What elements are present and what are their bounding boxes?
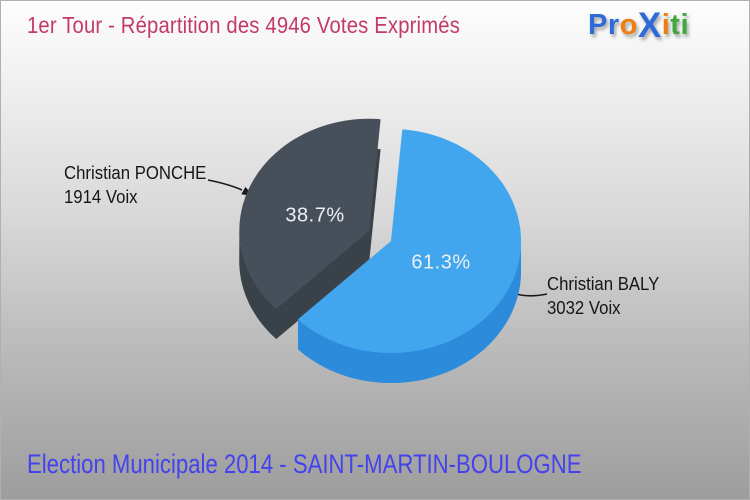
logo-letter: t [670, 9, 681, 41]
label-ponche-name: Christian PONCHE [64, 163, 207, 183]
label-baly: Christian BALY 3032 Voix [547, 272, 659, 320]
logo-letter: P [588, 9, 608, 41]
pie-slice-face [298, 129, 521, 353]
chart-title: 1er Tour - Répartition des 4946 Votes Ex… [27, 12, 461, 38]
pct-label-baly: 61.3% [411, 251, 471, 274]
logo-letter: X [637, 6, 662, 45]
pie-slices [239, 118, 521, 383]
logo-letter: i [661, 9, 671, 41]
label-ponche: Christian PONCHE 1914 Voix [64, 161, 206, 209]
logo-letter: i [680, 9, 690, 41]
pie-slice-face [239, 118, 381, 309]
pie-slice-face [298, 241, 521, 383]
callout-arrow-ponche [207, 179, 253, 196]
label-baly-name: Christian BALY [547, 274, 660, 294]
pie-slice-face [239, 230, 277, 339]
proxiti-logo: ProXiti [588, 6, 690, 45]
pct-label-ponche: 38.7% [285, 204, 345, 227]
label-ponche-votes: 1914 Voix [64, 187, 138, 207]
label-baly-votes: 3032 Voix [547, 298, 621, 318]
footer-text: Election Municipale 2014 - SAINT-MARTIN-… [27, 449, 582, 479]
logo-letter: o [619, 9, 638, 41]
logo-letter: r [607, 9, 620, 41]
